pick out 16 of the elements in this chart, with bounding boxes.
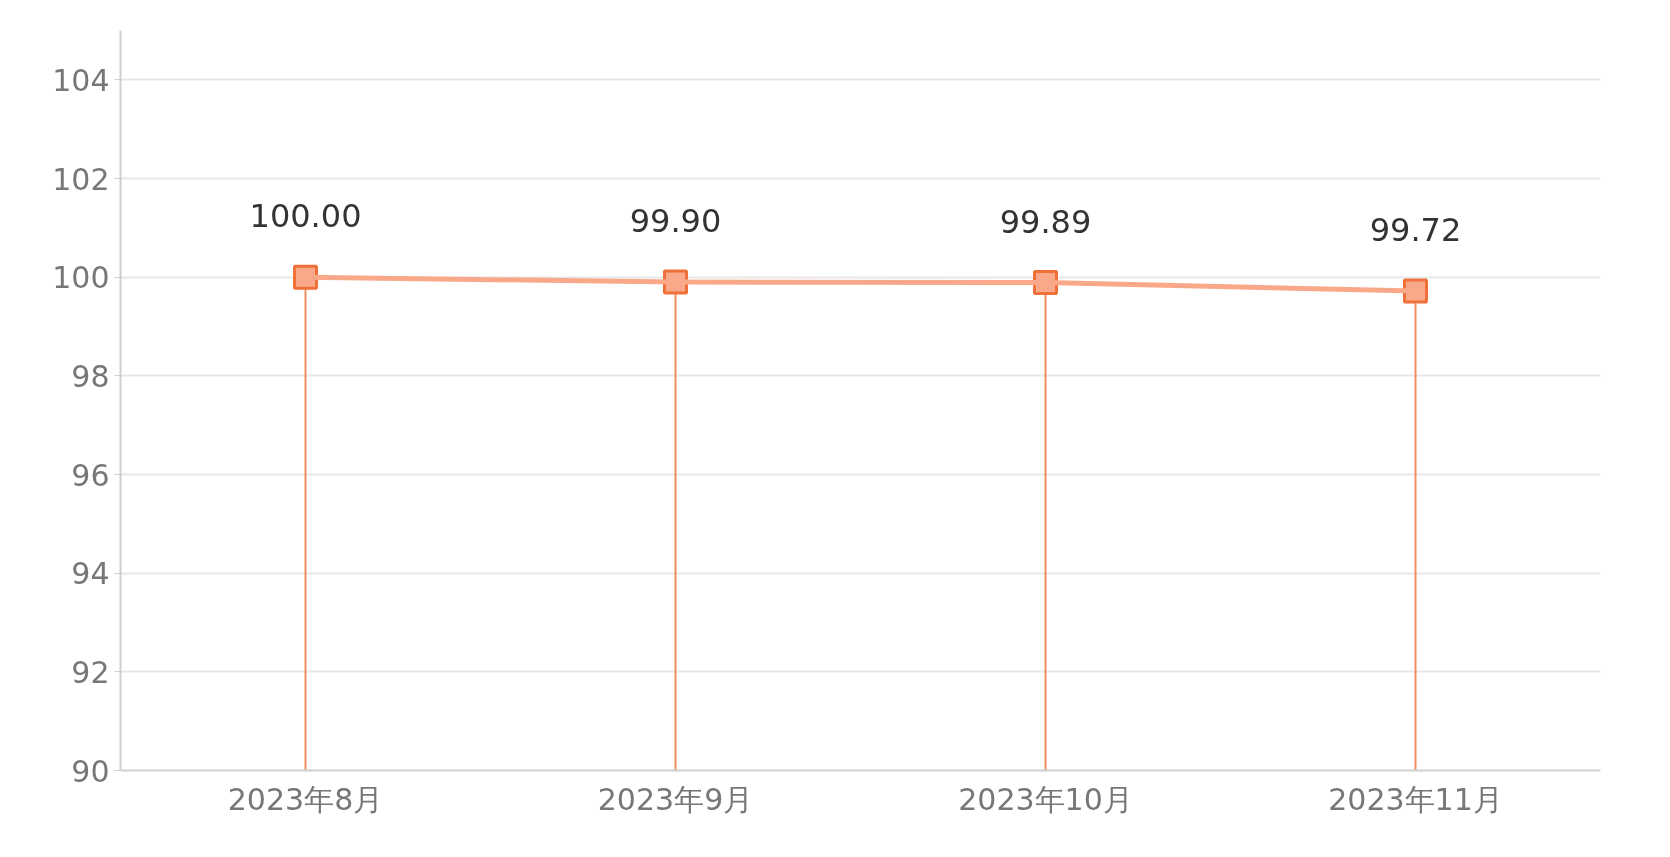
y-tick-label: 98 [71,358,110,394]
y-tick-label: 104 [52,62,110,98]
y-tick-label: 100 [52,260,110,296]
y-tick-label: 94 [71,556,110,592]
data-label: 99.72 [1369,210,1462,249]
y-tick-label: 92 [71,654,110,690]
y-tick-label: 90 [71,753,110,789]
data-label: 100.00 [249,197,362,236]
y-tick-label: 102 [52,161,110,197]
data-label: 99.89 [999,202,1092,241]
x-tick-label: 2023年8月 [227,781,384,817]
y-tick-label: 96 [71,457,110,493]
x-tick-label: 2023年9月 [597,781,754,817]
data-label: 99.90 [629,202,722,241]
x-tick-label: 2023年11月 [1328,781,1503,817]
x-tick-label: 2023年10月 [958,781,1133,817]
